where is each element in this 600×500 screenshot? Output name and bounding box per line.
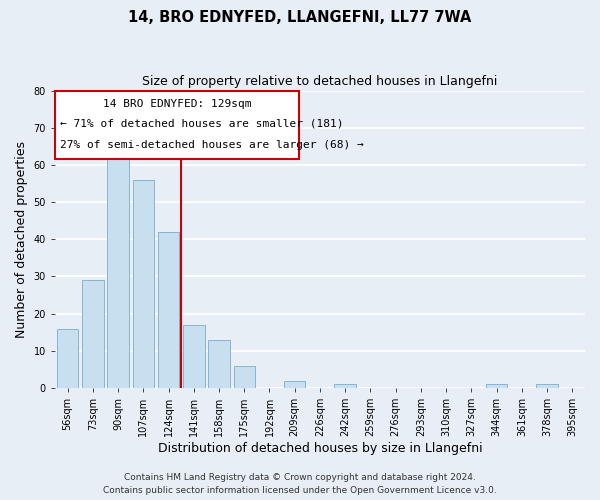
Bar <box>158 232 179 388</box>
Bar <box>486 384 508 388</box>
Bar <box>208 340 230 388</box>
Title: Size of property relative to detached houses in Llangefni: Size of property relative to detached ho… <box>142 75 497 88</box>
Bar <box>82 280 104 388</box>
Bar <box>284 380 305 388</box>
Text: 27% of semi-detached houses are larger (68) →: 27% of semi-detached houses are larger (… <box>60 140 364 149</box>
Text: 14, BRO EDNYFED, LLANGEFNI, LL77 7WA: 14, BRO EDNYFED, LLANGEFNI, LL77 7WA <box>128 10 472 25</box>
X-axis label: Distribution of detached houses by size in Llangefni: Distribution of detached houses by size … <box>158 442 482 455</box>
Bar <box>107 154 129 388</box>
Text: ← 71% of detached houses are smaller (181): ← 71% of detached houses are smaller (18… <box>60 119 344 129</box>
Text: Contains HM Land Registry data © Crown copyright and database right 2024.
Contai: Contains HM Land Registry data © Crown c… <box>103 474 497 495</box>
Bar <box>536 384 558 388</box>
Y-axis label: Number of detached properties: Number of detached properties <box>15 141 28 338</box>
Text: 14 BRO EDNYFED: 129sqm: 14 BRO EDNYFED: 129sqm <box>103 100 251 110</box>
Bar <box>334 384 356 388</box>
Bar <box>233 366 255 388</box>
Bar <box>183 325 205 388</box>
Bar <box>133 180 154 388</box>
FancyBboxPatch shape <box>55 90 299 159</box>
Bar <box>57 328 79 388</box>
